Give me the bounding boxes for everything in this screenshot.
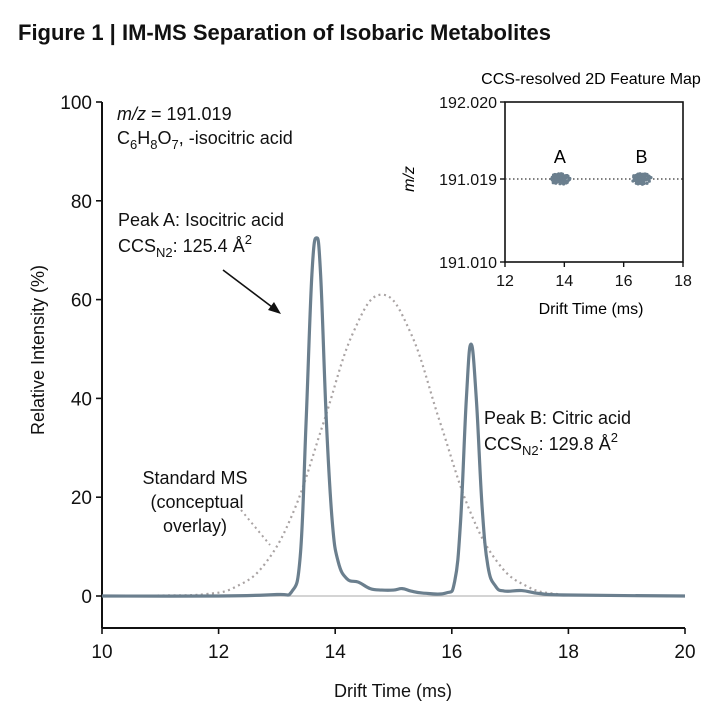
peak-a-arrow xyxy=(222,269,277,311)
formula-annotation: C6H8O7, -isocitric acid xyxy=(117,128,293,152)
inset-x-tick-label: 18 xyxy=(674,273,692,290)
inset-frame xyxy=(504,101,684,263)
feature-point xyxy=(559,172,563,176)
cluster-label: B xyxy=(635,147,647,167)
x-tick-label: 18 xyxy=(558,642,579,663)
inset-x-tick-label: 14 xyxy=(555,273,573,290)
feature-point xyxy=(634,174,638,178)
cluster-a: A xyxy=(549,147,572,186)
inset-y-axis-label: m/z xyxy=(401,166,418,192)
feature-point xyxy=(553,180,557,185)
feature-point xyxy=(635,181,639,185)
inset-y-tick-label: 192.020 xyxy=(439,95,497,112)
feature-point xyxy=(641,173,646,177)
inset-x-axis-label: Drift Time (ms) xyxy=(539,301,644,318)
x-tick-label: 20 xyxy=(674,642,695,663)
feature-point xyxy=(562,176,566,180)
feature-point xyxy=(563,180,568,184)
overlay-label-line-3: overlay) xyxy=(163,516,227,536)
arrow-head-icon xyxy=(268,302,281,314)
inset-x-tick-label: 16 xyxy=(615,273,633,290)
feature-point xyxy=(641,176,645,180)
cluster-b: B xyxy=(631,147,653,186)
y-tick-label: 0 xyxy=(81,587,92,608)
overlay-leader-line xyxy=(240,509,271,546)
im-ms-trace-line xyxy=(101,236,686,598)
x-tick-label: 12 xyxy=(208,642,229,663)
feature-point xyxy=(633,178,637,183)
inset-y-tick-label: 191.010 xyxy=(439,255,497,272)
feature-point xyxy=(556,175,560,179)
overlay-label-line-2: (conceptual xyxy=(150,492,243,512)
x-tick-label: 16 xyxy=(441,642,462,663)
y-tick-label: 80 xyxy=(71,192,92,213)
cluster-label: A xyxy=(554,147,566,167)
x-axis-label: Drift Time (ms) xyxy=(334,681,452,701)
y-tick-label: 100 xyxy=(60,93,92,114)
peak-a-ccs: CCSN2: 125.4 Å2 xyxy=(118,232,252,260)
mz-annotation: m/z = 191.019 xyxy=(117,104,232,124)
inset-title: CCS-resolved 2D Feature Map xyxy=(481,71,701,88)
peak-b-ccs: CCSN2: 129.8 Å2 xyxy=(484,430,618,458)
y-tick-label: 20 xyxy=(71,488,92,509)
feature-point xyxy=(550,177,555,181)
figure-title: Figure 1 | IM-MS Separation of Isobaric … xyxy=(18,20,551,45)
y-tick-label: 60 xyxy=(71,291,92,312)
feature-point xyxy=(553,177,558,181)
feature-point xyxy=(551,173,556,177)
feature-point xyxy=(568,176,572,181)
main-chart: 10 12 14 16 18 20 0 20 40 60 80 100 Drift Time (ms)… xyxy=(28,93,696,701)
overlay-label-line-1: Standard MS xyxy=(142,468,247,488)
feature-point xyxy=(560,180,564,184)
peak-b-label: Peak B: Citric acid xyxy=(484,408,631,428)
feature-point xyxy=(647,178,651,182)
x-tick-label: 10 xyxy=(91,642,112,663)
feature-point xyxy=(637,174,641,178)
feature-point xyxy=(559,176,563,180)
y-axis-label: Relative Intensity (%) xyxy=(28,265,48,435)
feature-point xyxy=(645,181,649,185)
y-tick-label: 40 xyxy=(71,389,92,410)
inset-chart: CCS-resolved 2D Feature Map 12 14 16 18 191.… xyxy=(401,71,701,318)
x-tick-label: 14 xyxy=(325,642,347,663)
standard-ms-overlay-line xyxy=(101,293,686,598)
feature-point xyxy=(639,179,644,184)
inset-x-tick-label: 12 xyxy=(496,273,514,290)
peak-a-label: Peak A: Isocitric acid xyxy=(118,210,284,230)
inset-y-tick-label: 191.019 xyxy=(439,172,497,189)
